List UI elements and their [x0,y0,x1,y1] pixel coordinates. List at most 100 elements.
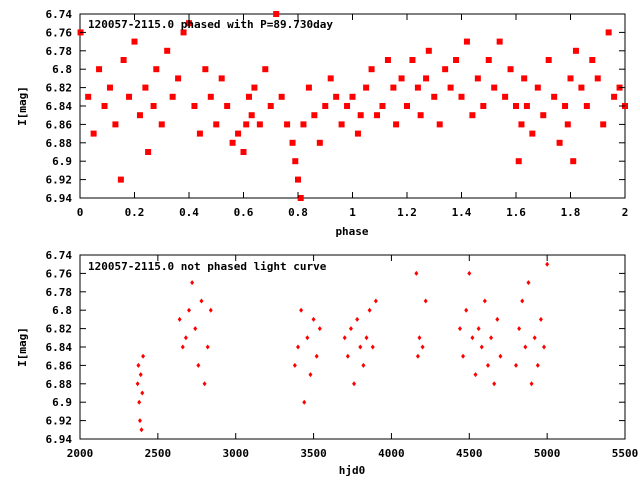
data-point [463,38,470,45]
data-point [300,121,307,128]
data-point [523,103,530,109]
data-point [180,29,187,36]
y-tick-label: 6.92 [46,174,73,187]
data-point [518,121,525,128]
data-point [431,93,438,100]
data-point [112,121,119,128]
data-point [251,84,258,91]
data-point [186,20,192,27]
data-point [409,57,416,63]
y-tick-label: 6.86 [46,359,73,372]
data-point [513,103,519,109]
data-point [296,344,300,350]
data-point [205,344,210,350]
data-point [526,280,531,286]
data-point [284,121,291,128]
data-point [278,93,285,100]
data-point [136,112,143,119]
data-point [404,103,410,109]
data-point [447,84,454,91]
data-point [344,103,351,109]
x-tick-label: 4000 [378,447,405,460]
data-point [140,390,145,396]
data-point [136,362,141,368]
data-point [529,130,536,137]
data-point [191,103,198,109]
data-point [556,139,563,146]
data-point [273,11,280,17]
data-point [213,121,220,128]
data-point [131,38,138,45]
y-tick-label: 6.94 [46,192,73,205]
data-point [158,121,165,128]
x-ticks: 0 0.2 0.4 0.6 0.8 1 1.2 1.4 1.6 1.8 2 [77,14,628,219]
data-point [515,158,522,165]
data-point [202,66,209,73]
data-point [175,75,182,82]
data-point [187,307,191,313]
data-point [370,344,375,350]
data-point [142,84,149,91]
data-point [398,75,405,82]
x-tick-label: 4500 [456,447,483,460]
data-point [532,335,537,341]
data-point [183,335,188,341]
data-point [256,121,263,128]
data-point [485,362,490,368]
data-point [145,149,152,155]
data-point [322,103,329,109]
data-point [295,176,301,183]
data-point [485,57,492,63]
data-point [153,66,160,73]
data-point [311,316,316,322]
data-point [482,298,487,304]
data-point [384,57,391,63]
data-point [297,195,304,201]
data-point [357,112,364,119]
data-point [489,335,494,341]
data-point [458,93,465,100]
data-point [199,298,204,304]
data-point [517,326,522,332]
data-point [135,381,140,387]
data-point [420,344,425,350]
data-point [535,362,540,368]
data-point [502,93,509,100]
x-axis-label: hjd0 [339,464,366,477]
data-point [169,93,176,100]
data-point [442,66,449,73]
data-point [363,84,370,91]
data-point [374,112,381,119]
y-tick-label: 6.76 [46,26,73,39]
data-point [464,307,469,313]
x-tick-label: 1 [349,206,356,219]
data-point [520,298,525,304]
data-point [417,335,422,341]
data-point [106,84,113,91]
data-point [314,353,319,359]
y-tick-label: 6.84 [46,100,73,113]
unphased-plot: 6.74 6.76 6.78 6.8 6.82 6.84 6.86 6.88 6.9 6.92 6.… [16,249,638,477]
data-point [327,75,334,82]
data-point [379,103,386,109]
data-point [349,93,356,100]
data-point [538,316,543,322]
data-point [425,47,432,54]
data-point [262,66,269,73]
data-point [190,280,195,286]
x-tick-label: 3000 [222,447,249,460]
data-point [373,298,378,304]
data-point [523,344,528,350]
data-point [193,326,198,332]
data-point [355,316,360,322]
data-point [551,93,558,100]
y-axis-label: I[mag] [16,327,29,367]
data-point [180,344,185,350]
data-point [589,57,596,63]
data-point [150,103,157,109]
data-point [90,130,97,137]
y-tick-label: 6.86 [46,118,73,131]
data-point [469,112,476,119]
data-point [361,362,366,368]
